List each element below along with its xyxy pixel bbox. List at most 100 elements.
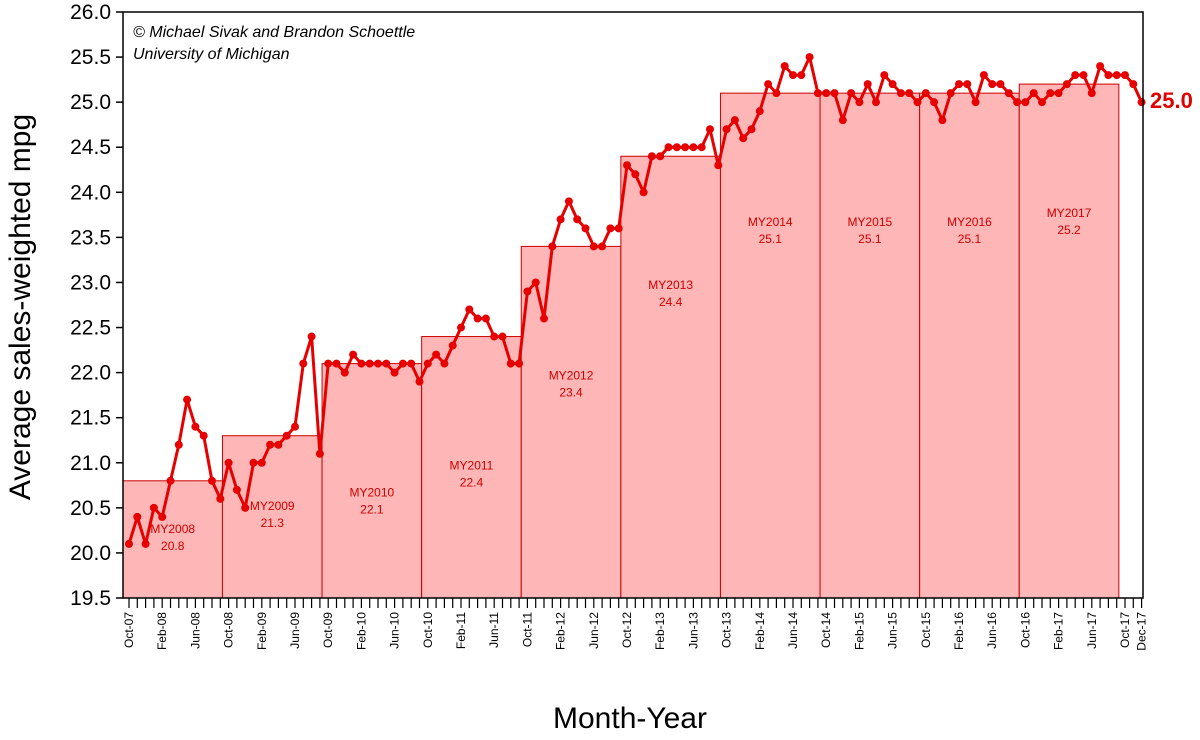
data-point-14 — [241, 503, 250, 512]
data-point-75 — [747, 125, 756, 134]
data-point-86 — [838, 116, 847, 125]
model-year-name-6: MY2013 — [648, 278, 693, 292]
data-point-93 — [896, 89, 905, 98]
data-point-42 — [473, 314, 482, 323]
model-year-value-6: 24.4 — [659, 295, 683, 309]
data-point-107 — [1013, 98, 1022, 107]
data-point-62 — [639, 188, 648, 197]
data-point-19 — [282, 431, 291, 440]
data-point-72 — [722, 125, 731, 134]
y-tick-label-8: 23.5 — [70, 226, 111, 249]
data-point-79 — [780, 62, 789, 71]
end-value-label: 25.0 — [1150, 88, 1193, 113]
data-point-51 — [548, 242, 557, 251]
model-year-name-9: MY2016 — [947, 215, 992, 229]
data-point-56 — [589, 242, 598, 251]
data-point-101 — [963, 80, 972, 89]
data-point-113 — [1062, 80, 1071, 89]
data-point-18 — [274, 440, 283, 449]
data-point-28 — [357, 359, 366, 368]
monthly-mpg-series — [125, 53, 1146, 548]
x-tick-label-24: Oct-15 — [919, 612, 933, 648]
data-point-90 — [872, 98, 880, 107]
data-point-6 — [174, 440, 183, 449]
model-year-bar-8 — [819, 92, 921, 599]
data-point-0 — [125, 539, 133, 548]
y-tick-label-10: 24.5 — [70, 136, 111, 159]
data-point-13 — [232, 485, 241, 494]
data-point-65 — [664, 143, 673, 152]
data-point-116 — [1087, 89, 1096, 98]
data-point-17 — [266, 440, 275, 449]
x-tick-label-27: Oct-16 — [1018, 612, 1032, 648]
data-point-63 — [647, 152, 656, 161]
data-point-22 — [307, 332, 316, 341]
data-point-118 — [1104, 71, 1113, 80]
data-point-71 — [714, 161, 723, 170]
model-year-name-10: MY2017 — [1047, 206, 1092, 220]
data-point-11 — [216, 494, 225, 503]
x-axis: Oct-07 Feb-08 Jun-08 Oct-08 Feb-09 Jun-09 Oct-… — [122, 598, 1149, 651]
data-point-3 — [149, 503, 158, 512]
credit-line-1: © Michael Sivak and Brandon Schoettle — [133, 24, 415, 41]
x-tick-label-17: Jun-13 — [686, 612, 700, 649]
x-tick-label-30: Oct-17 — [1118, 612, 1132, 648]
y-axis: 19.5 20.0 20.5 21.0 21.5 22.0 22.5 23.0 23.5 24.0… — [70, 1, 123, 610]
x-tick-label-7: Feb-10 — [354, 612, 368, 650]
x-tick-label-12: Oct-11 — [520, 612, 534, 647]
data-point-30 — [374, 359, 382, 368]
model-year-bar-7 — [719, 92, 821, 599]
x-tick-label-14: Jun-12 — [587, 612, 601, 649]
data-point-49 — [531, 278, 540, 287]
data-point-89 — [863, 80, 872, 89]
data-point-24 — [324, 359, 333, 368]
data-point-40 — [457, 323, 465, 332]
data-point-80 — [789, 71, 797, 80]
data-point-70 — [706, 125, 714, 134]
data-point-66 — [672, 143, 681, 152]
data-point-74 — [739, 134, 748, 143]
x-tick-label-23: Jun-15 — [886, 612, 900, 649]
x-tick-label-20: Jun-14 — [786, 612, 800, 649]
model-year-name-4: MY2011 — [450, 459, 494, 473]
y-tick-label-2: 20.5 — [70, 497, 111, 520]
data-point-55 — [581, 224, 590, 233]
data-point-110 — [1038, 98, 1046, 107]
data-point-26 — [340, 368, 349, 377]
y-tick-label-11: 25.0 — [70, 91, 111, 114]
x-tick-label-18: Oct-13 — [720, 612, 734, 648]
data-point-54 — [573, 215, 582, 224]
y-tick-label-3: 21.0 — [70, 452, 111, 475]
x-tick-label-10: Feb-11 — [454, 612, 468, 649]
data-point-52 — [556, 215, 565, 224]
model-year-labels: MY2008 20.8 MY2009 21.3 MY2010 22.1 MY2011 22.4… — [150, 206, 1091, 553]
x-tick-label-8: Jun-10 — [388, 612, 402, 649]
data-point-114 — [1071, 71, 1080, 80]
data-point-48 — [523, 287, 532, 296]
data-point-69 — [697, 143, 706, 152]
model-year-bar-4 — [421, 336, 522, 599]
data-point-9 — [199, 431, 208, 440]
x-tick-label-3: Oct-08 — [222, 612, 236, 648]
data-point-78 — [772, 89, 781, 98]
y-tick-label-13: 26.0 — [70, 1, 111, 24]
model-year-value-5: 23.4 — [559, 385, 583, 399]
y-tick-label-6: 22.5 — [70, 317, 111, 340]
x-tick-label-2: Jun-08 — [188, 612, 202, 649]
data-point-39 — [448, 341, 457, 350]
data-point-98 — [938, 116, 947, 125]
model-year-bars — [122, 83, 1120, 599]
data-point-21 — [299, 359, 308, 368]
data-point-34 — [407, 359, 416, 368]
x-tick-label-0: Oct-07 — [122, 612, 136, 648]
data-point-94 — [905, 89, 914, 98]
data-point-117 — [1096, 62, 1105, 71]
data-point-121 — [1129, 80, 1138, 89]
data-point-88 — [855, 98, 864, 107]
y-tick-label-4: 21.5 — [70, 407, 111, 430]
data-point-109 — [1029, 89, 1038, 98]
data-point-119 — [1112, 71, 1121, 80]
model-year-bar-9 — [919, 92, 1020, 599]
data-point-95 — [913, 98, 922, 107]
model-year-value-3: 22.1 — [360, 503, 384, 517]
